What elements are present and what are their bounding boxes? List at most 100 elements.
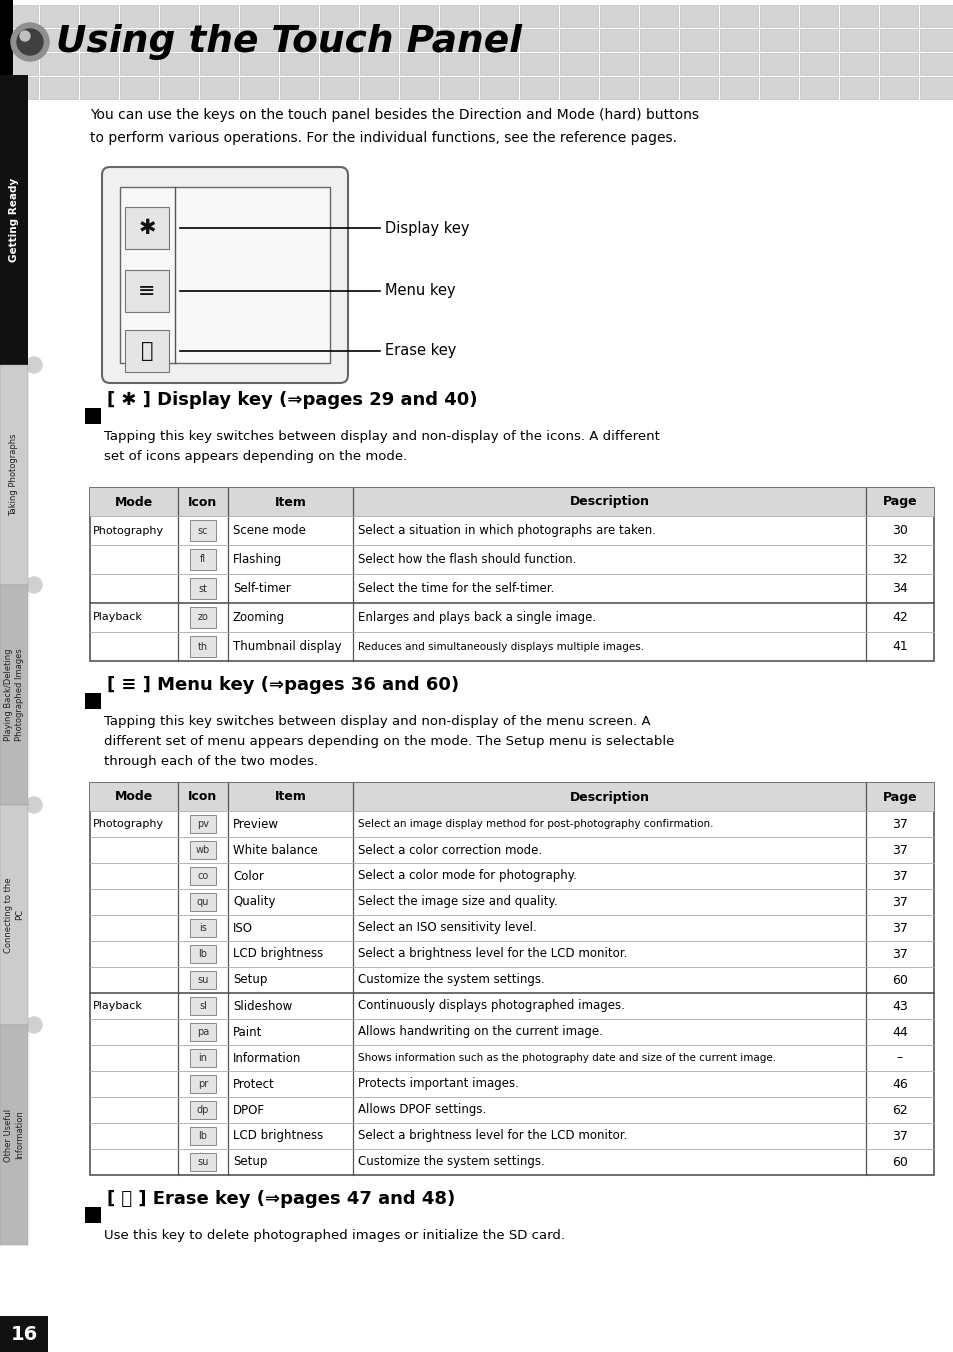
Text: Thumbnail display: Thumbnail display [233, 639, 341, 653]
Text: 46: 46 [891, 1078, 907, 1091]
Bar [80, 5, 118, 27]
Bar [439, 5, 477, 27]
Bar [559, 53, 598, 74]
Text: 44: 44 [891, 1026, 907, 1038]
Bar [40, 53, 78, 74]
Bar [599, 77, 638, 99]
Text: Page: Page [882, 791, 917, 803]
Bar [879, 77, 917, 99]
Bar [559, 28, 598, 51]
Bar [120, 53, 158, 74]
Text: Other Useful
Information: Other Useful Information [5, 1109, 24, 1161]
Text: fl: fl [200, 554, 206, 565]
Text: You can use the keys on the touch panel besides the Direction and Mode (hard) bu: You can use the keys on the touch panel … [90, 108, 699, 145]
Text: pr: pr [197, 1079, 208, 1088]
Text: Select how the flash should function.: Select how the flash should function. [357, 553, 576, 566]
Bar [399, 28, 437, 51]
Text: Getting Ready: Getting Ready [9, 178, 19, 262]
Bar [280, 28, 317, 51]
Bar [879, 28, 917, 51]
Bar [519, 77, 558, 99]
Text: 37: 37 [891, 1129, 907, 1142]
Bar [559, 5, 598, 27]
Text: Select a brightness level for the LCD monitor.: Select a brightness level for the LCD mo… [357, 1129, 627, 1142]
Bar [90, 488, 933, 516]
Bar [120, 5, 158, 27]
Text: Information: Information [233, 1052, 301, 1064]
Text: LCD brightness: LCD brightness [233, 948, 323, 960]
Bar [0, 53, 38, 74]
Bar [120, 77, 158, 99]
Bar [800, 28, 837, 51]
Text: ≡: ≡ [138, 281, 155, 301]
Text: Zooming: Zooming [233, 611, 285, 625]
Bar [479, 77, 517, 99]
Bar [90, 783, 933, 1175]
Text: Customize the system settings.: Customize the system settings. [357, 973, 544, 987]
Text: Menu key: Menu key [385, 284, 456, 299]
Text: 43: 43 [891, 999, 907, 1013]
Bar [200, 77, 237, 99]
FancyBboxPatch shape [102, 168, 348, 383]
Bar [125, 207, 169, 249]
Bar [720, 28, 758, 51]
Text: dp: dp [196, 1105, 209, 1115]
Circle shape [26, 357, 42, 373]
Bar [760, 5, 797, 27]
Text: zo: zo [197, 612, 208, 622]
Bar [190, 579, 215, 599]
Bar [319, 53, 357, 74]
Text: 37: 37 [891, 948, 907, 960]
Text: Icon: Icon [188, 791, 217, 803]
Text: 37: 37 [891, 844, 907, 857]
Circle shape [26, 577, 42, 594]
Bar [760, 77, 797, 99]
Bar [125, 330, 169, 372]
Text: Select a brightness level for the LCD monitor.: Select a brightness level for the LCD mo… [357, 948, 627, 960]
Bar [359, 28, 397, 51]
Text: Select the time for the self-timer.: Select the time for the self-timer. [357, 581, 554, 595]
Text: Setup: Setup [233, 1156, 267, 1168]
Text: sc: sc [197, 526, 208, 535]
Text: Tapping this key switches between display and non-display of the icons. A differ: Tapping this key switches between displa… [104, 430, 659, 462]
Text: Playback: Playback [92, 1000, 143, 1011]
Bar [639, 77, 678, 99]
Text: co: co [197, 871, 209, 882]
Bar [800, 77, 837, 99]
Text: Connecting to the
PC: Connecting to the PC [5, 877, 24, 953]
Bar [0, 0, 13, 74]
Bar [679, 53, 718, 74]
Bar [90, 783, 933, 811]
Text: Preview: Preview [233, 818, 278, 830]
Text: lb: lb [198, 949, 208, 959]
Bar [190, 815, 215, 833]
Bar [519, 28, 558, 51]
Bar [190, 841, 215, 859]
Bar [0, 585, 28, 804]
Bar [399, 77, 437, 99]
Bar [190, 1128, 215, 1145]
Text: sl: sl [199, 1000, 207, 1011]
Bar [80, 53, 118, 74]
Bar [720, 5, 758, 27]
Bar [599, 53, 638, 74]
Bar [200, 28, 237, 51]
Text: Color: Color [233, 869, 264, 883]
Bar [599, 5, 638, 27]
Bar [200, 5, 237, 27]
Text: Tapping this key switches between display and non-display of the menu screen. A
: Tapping this key switches between displa… [104, 715, 674, 768]
Bar [720, 77, 758, 99]
Bar [639, 28, 678, 51]
Text: pa: pa [196, 1028, 209, 1037]
Text: Erase key: Erase key [385, 343, 456, 358]
Bar [190, 521, 215, 541]
Bar [800, 5, 837, 27]
Bar [439, 28, 477, 51]
Circle shape [17, 28, 43, 55]
Bar [919, 28, 953, 51]
Text: Protect: Protect [233, 1078, 274, 1091]
Bar [40, 5, 78, 27]
Bar [190, 919, 215, 937]
Text: Select a color mode for photography.: Select a color mode for photography. [357, 869, 577, 883]
Text: wb: wb [195, 845, 210, 854]
